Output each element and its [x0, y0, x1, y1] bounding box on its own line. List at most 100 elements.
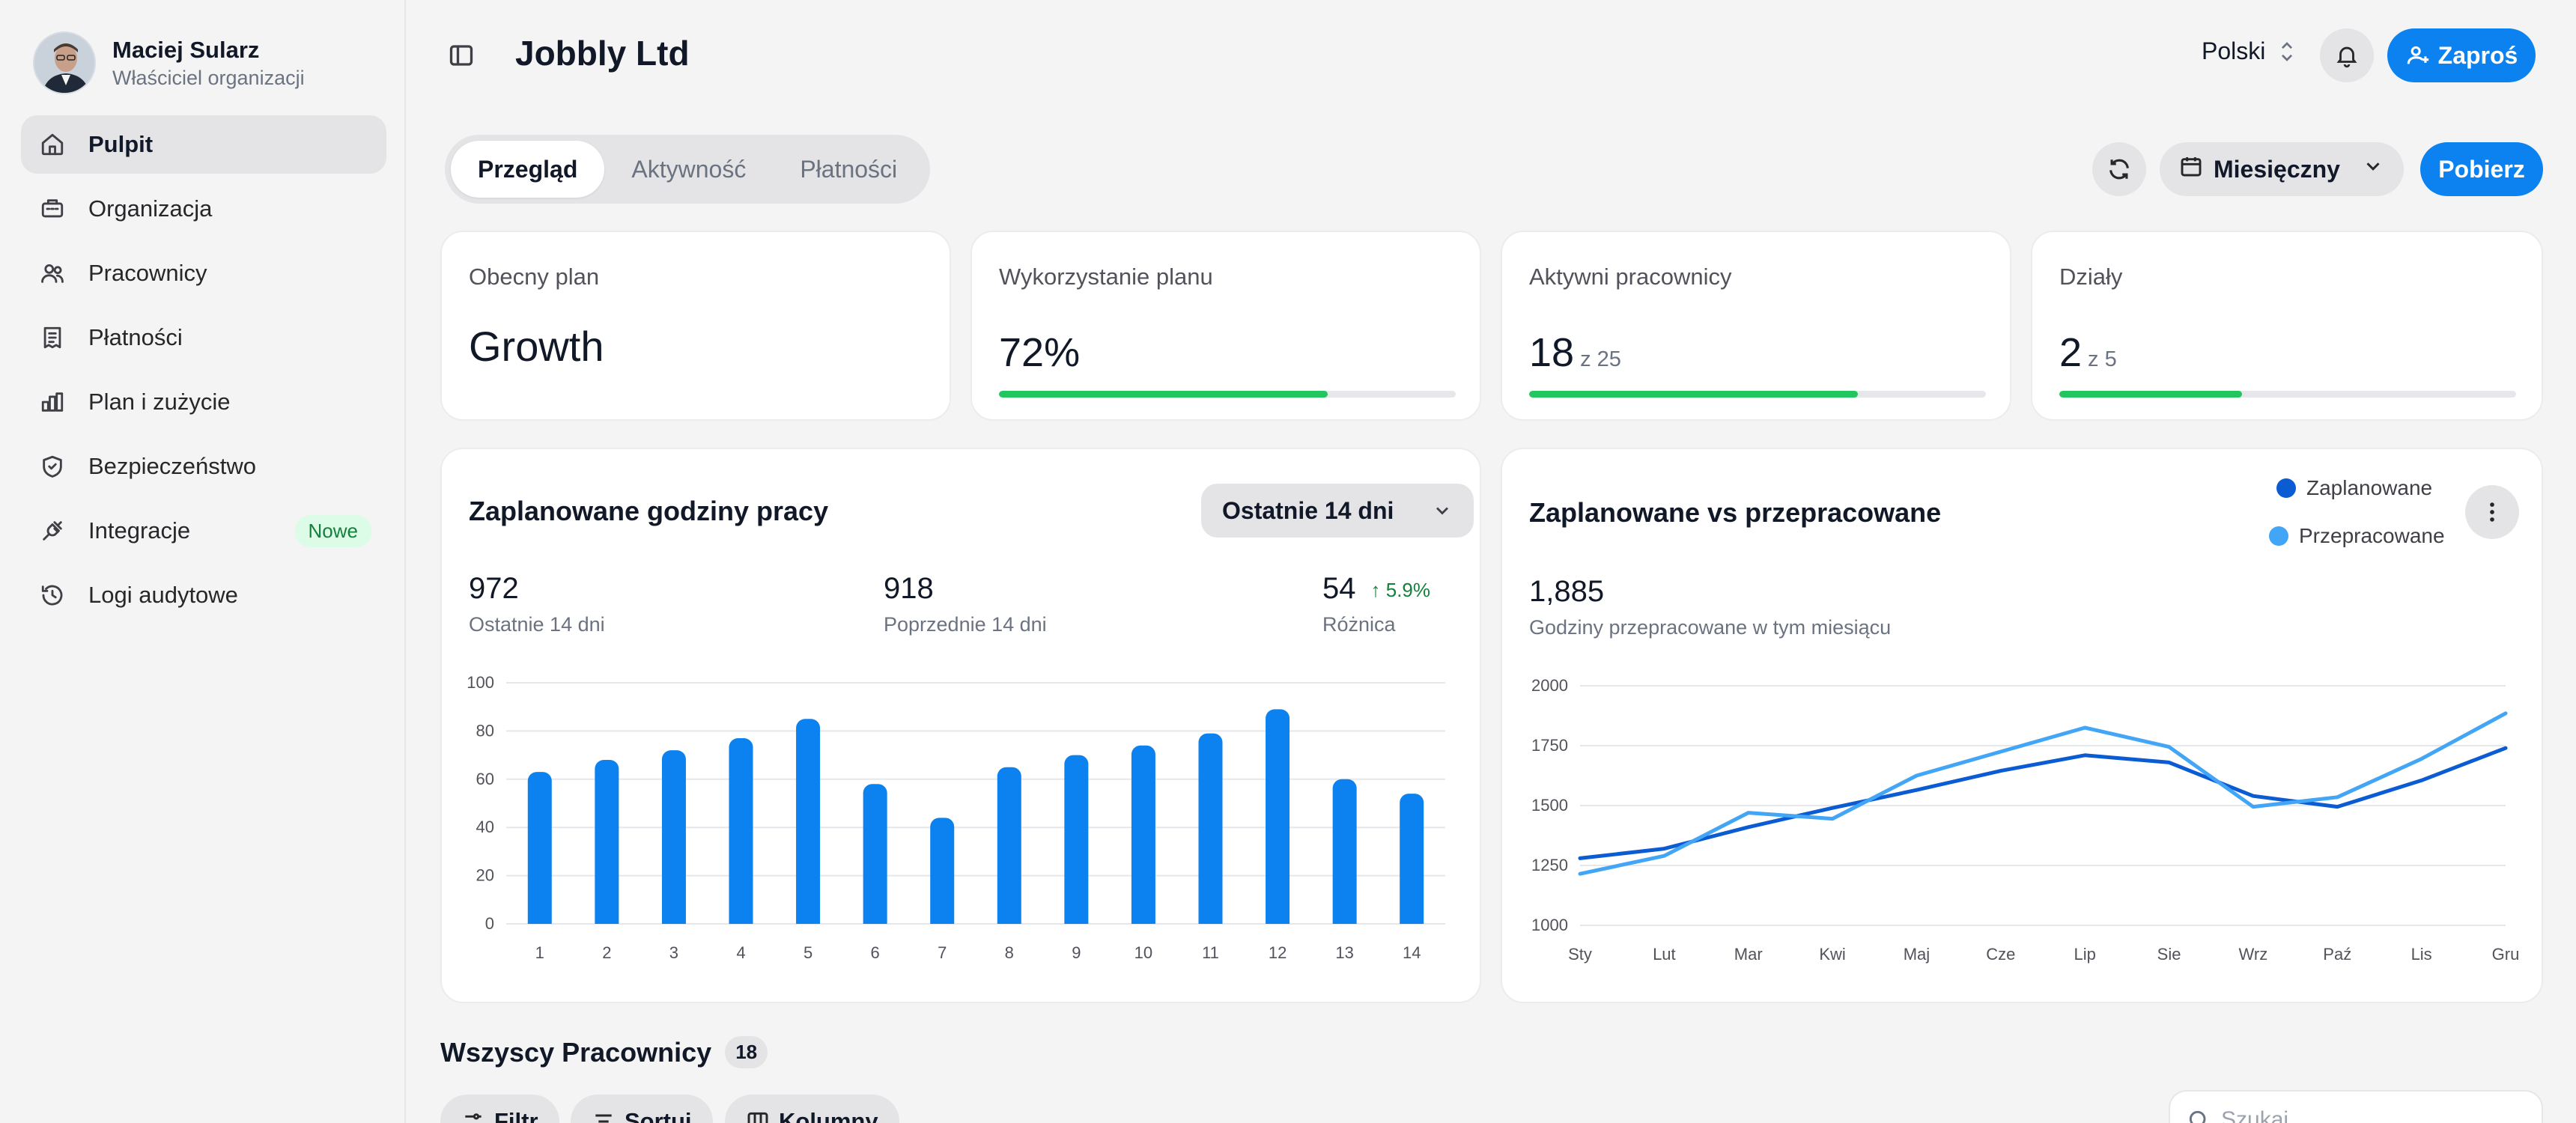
sidebar-item-integracje[interactable]: Integracje Nowe — [21, 502, 386, 560]
legend-label: Przepracowane — [2299, 524, 2445, 547]
language-select[interactable]: Polski — [2202, 37, 2297, 65]
page-title: Jobbly Ltd — [515, 34, 690, 73]
y-tick-label: 80 — [476, 721, 494, 740]
x-tick-label: 9 — [1072, 943, 1081, 962]
legend-item-planned: Zaplanowane — [2276, 476, 2432, 500]
x-tick-label: 4 — [736, 943, 745, 962]
users-icon — [37, 258, 67, 288]
line-chart: 1000 1250 1500 1750 2000 Sty Lut Mar Kwi Maj Cze Li… — [1531, 676, 2520, 964]
progress-fill — [1529, 391, 1859, 398]
x-tick-label: Cze — [1986, 945, 2015, 964]
search-input[interactable] — [2221, 1107, 2521, 1123]
chevron-down-icon — [2362, 155, 2384, 183]
sidebar-item-label: Płatności — [88, 324, 183, 350]
bar — [1266, 709, 1290, 924]
metric-caption: Godziny przepracowane w tym miesiącu — [1529, 616, 1892, 639]
range-select[interactable]: Ostatnie 14 dni — [1201, 484, 1474, 538]
receipt-icon — [37, 323, 67, 353]
x-tick-label: 1 — [535, 943, 544, 962]
user-role: Właściciel organizacji — [112, 67, 305, 89]
sidebar-item-pracownicy[interactable]: Pracownicy — [21, 244, 386, 302]
y-tick-label: 60 — [476, 770, 494, 788]
notifications-button[interactable] — [2320, 28, 2374, 82]
progress-fill — [999, 391, 1328, 398]
stat-sub: z 5 — [2088, 347, 2117, 371]
user-profile[interactable]: Maciej Sularz Właściciel organizacji — [33, 31, 305, 94]
avatar[interactable] — [33, 31, 96, 94]
stat-value: 72% — [999, 329, 1080, 376]
tab-aktywnosc[interactable]: Aktywność — [631, 155, 747, 183]
x-tick-label: 2 — [602, 943, 611, 962]
bar — [1131, 745, 1155, 924]
bar — [863, 784, 887, 924]
bar-chart-icon — [37, 387, 67, 417]
sidebar-item-pulpit[interactable]: Pulpit — [21, 115, 386, 174]
sidebar-toggle-icon[interactable] — [445, 39, 478, 72]
y-tick-label: 1000 — [1531, 916, 1568, 934]
stat-title: Obecny plan — [469, 264, 600, 290]
more-vertical-icon — [2490, 502, 2494, 522]
y-tick-label: 40 — [476, 818, 494, 836]
usage-progress-bar — [999, 391, 1456, 398]
plug-icon — [37, 516, 67, 546]
top-bar: Jobbly Ltd Polski Zaproś — [407, 0, 2576, 112]
x-tick-label: 5 — [804, 943, 812, 962]
sort-button[interactable]: Sortuj — [571, 1095, 713, 1123]
x-tick-label: 8 — [1005, 943, 1014, 962]
x-tick-label: 12 — [1269, 943, 1287, 962]
y-tick-label: 2000 — [1531, 676, 1568, 695]
period-select[interactable]: Miesięczny — [2160, 142, 2404, 196]
legend-dot — [2269, 526, 2288, 546]
invite-button[interactable]: Zaproś — [2387, 28, 2536, 82]
x-tick-label: Wrz — [2239, 945, 2268, 964]
main-content: Jobbly Ltd Polski Zaproś Przegląd Aktywn… — [407, 0, 2576, 1123]
search-field[interactable] — [2169, 1090, 2543, 1123]
user-name: Maciej Sularz — [112, 37, 260, 63]
legend-item-worked: Przepracowane — [2269, 524, 2445, 548]
more-options-button[interactable] — [2465, 485, 2519, 539]
metric-worked: 1,885 Godziny przepracowane w tym miesią… — [1529, 575, 1891, 639]
metric-value: 972 — [469, 572, 519, 605]
bell-icon — [2336, 46, 2357, 68]
columns-label: Kolumny — [779, 1108, 878, 1123]
bar — [997, 767, 1021, 924]
view-tabs: Przegląd Aktywność Płatności — [445, 135, 931, 204]
x-tick-label: 13 — [1335, 943, 1353, 962]
columns-button[interactable]: Kolumny — [725, 1095, 899, 1123]
x-tick-label: Mar — [1734, 945, 1763, 964]
y-tick-label: 1500 — [1531, 796, 1568, 815]
tab-platnosci[interactable]: Płatności — [800, 155, 898, 183]
compare-chart-card: Zaplanowane vs przepracowane Zaplanowane… — [1501, 448, 2543, 1003]
sidebar-item-plan[interactable]: Plan i zużycie — [21, 373, 386, 431]
employees-progress-bar — [1529, 391, 1986, 398]
metric-previous: 918 Poprzednie 14 dni — [884, 572, 1047, 636]
series-line — [1578, 711, 2508, 876]
series-line — [1578, 746, 2508, 860]
bar — [930, 818, 955, 924]
x-tick-label: Gru — [2492, 945, 2520, 964]
chart-title: Zaplanowane vs przepracowane — [1529, 497, 1942, 528]
download-button[interactable]: Pobierz — [2420, 142, 2543, 196]
x-tick-label: Sty — [1568, 945, 1592, 964]
sidebar-item-security[interactable]: Bezpieczeństwo — [21, 437, 386, 496]
bar — [1400, 794, 1424, 924]
shield-icon — [37, 451, 67, 481]
filter-button[interactable]: Filtr — [440, 1095, 559, 1123]
metric-value: 1,885 — [1529, 575, 1605, 608]
x-tick-label: Kwi — [1819, 945, 1845, 964]
bar — [1198, 733, 1223, 924]
sidebar-item-label: Logi audytowe — [88, 582, 238, 608]
x-tick-label: 11 — [1202, 943, 1219, 962]
sidebar-item-logi[interactable]: Logi audytowe — [21, 566, 386, 624]
x-tick-label: 6 — [871, 943, 880, 962]
sidebar-item-organizacja[interactable]: Organizacja — [21, 180, 386, 238]
arrow-up-icon: ↑ — [1370, 578, 1381, 601]
tab-przeglad[interactable]: Przegląd — [451, 141, 605, 198]
sidebar-item-platnosci[interactable]: Płatności — [21, 308, 386, 367]
metric-difference: 54 ↑ 5.9% Różnica — [1322, 572, 1430, 636]
stat-value: Growth — [469, 323, 604, 370]
delta-badge: ↑ 5.9% — [1371, 579, 1431, 601]
refresh-button[interactable] — [2092, 142, 2146, 196]
